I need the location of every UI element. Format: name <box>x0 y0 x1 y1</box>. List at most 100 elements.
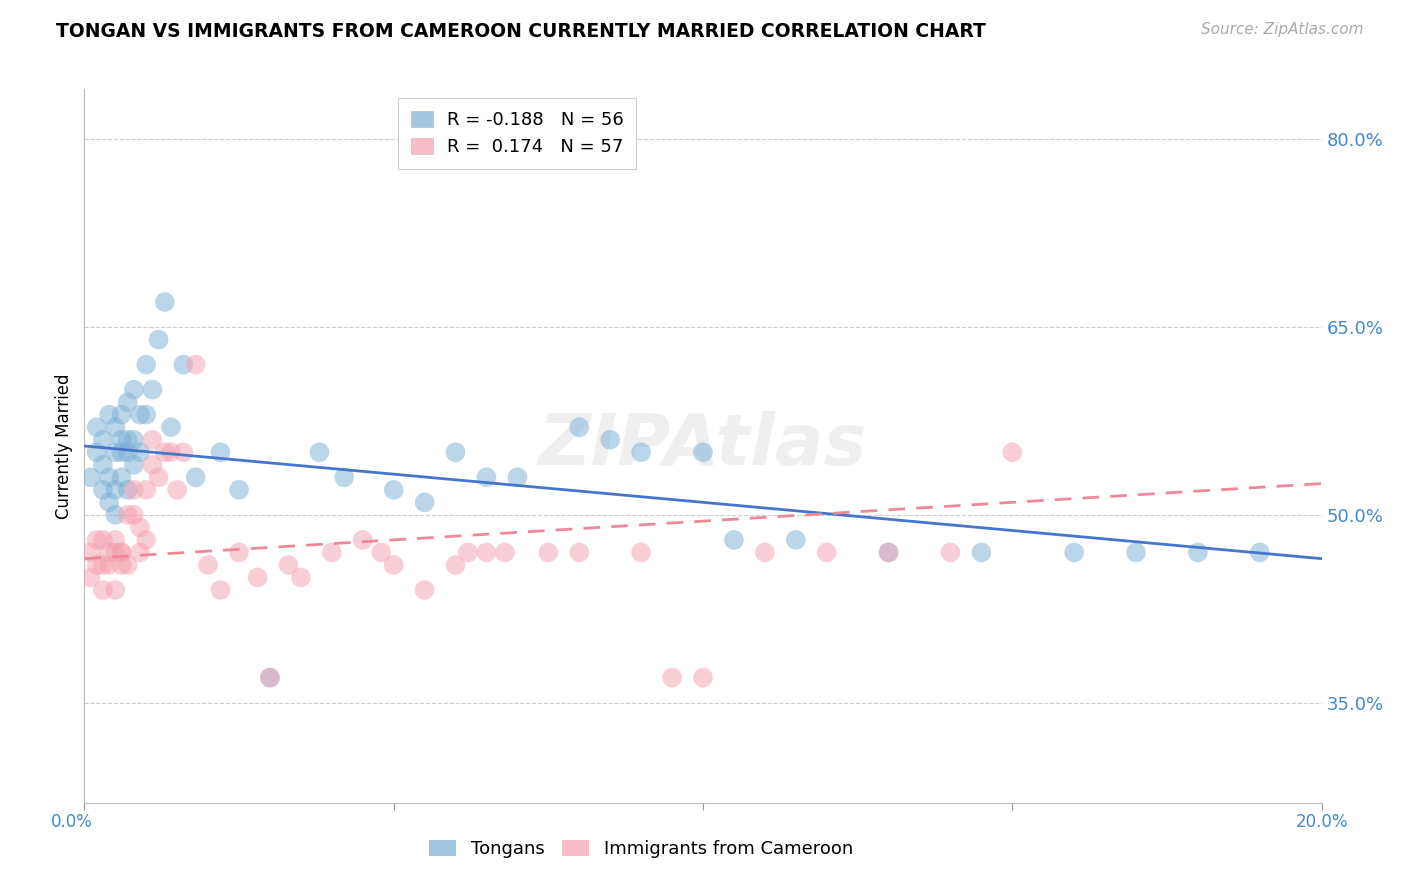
Point <box>475 545 498 559</box>
Point <box>79 545 101 559</box>
Point <box>475 470 498 484</box>
Point <box>122 483 145 497</box>
Point <box>160 420 183 434</box>
Legend: Tongans, Immigrants from Cameroon: Tongans, Immigrants from Cameroon <box>422 832 860 865</box>
Point <box>352 533 374 547</box>
Point <box>104 582 127 597</box>
Point <box>79 470 101 484</box>
Point <box>877 545 900 559</box>
Point <box>630 445 652 459</box>
Point <box>692 445 714 459</box>
Point <box>228 545 250 559</box>
Point <box>370 545 392 559</box>
Point <box>117 433 139 447</box>
Point <box>321 545 343 559</box>
Point <box>110 408 132 422</box>
Point <box>506 470 529 484</box>
Point <box>135 358 157 372</box>
Text: TONGAN VS IMMIGRANTS FROM CAMEROON CURRENTLY MARRIED CORRELATION CHART: TONGAN VS IMMIGRANTS FROM CAMEROON CURRE… <box>56 22 986 41</box>
Point <box>141 433 163 447</box>
Point <box>129 520 152 534</box>
Text: 0.0%: 0.0% <box>51 813 93 830</box>
Point <box>110 545 132 559</box>
Point <box>98 558 121 572</box>
Point <box>333 470 356 484</box>
Point <box>104 508 127 522</box>
Point <box>135 408 157 422</box>
Point <box>129 445 152 459</box>
Point <box>1063 545 1085 559</box>
Point <box>91 533 114 547</box>
Point <box>209 445 232 459</box>
Point <box>91 458 114 472</box>
Point <box>184 358 207 372</box>
Point <box>277 558 299 572</box>
Point <box>129 545 152 559</box>
Point <box>1001 445 1024 459</box>
Point <box>877 545 900 559</box>
Point <box>259 671 281 685</box>
Point <box>122 433 145 447</box>
Point <box>290 570 312 584</box>
Point <box>785 533 807 547</box>
Y-axis label: Currently Married: Currently Married <box>55 373 73 519</box>
Point <box>110 545 132 559</box>
Point <box>970 545 993 559</box>
Point <box>568 420 591 434</box>
Point <box>98 495 121 509</box>
Point <box>86 420 108 434</box>
Point <box>117 558 139 572</box>
Point <box>141 458 163 472</box>
Point <box>939 545 962 559</box>
Point <box>160 445 183 459</box>
Point <box>153 295 176 310</box>
Point <box>259 671 281 685</box>
Point <box>413 495 436 509</box>
Point <box>661 671 683 685</box>
Point <box>444 445 467 459</box>
Point <box>135 483 157 497</box>
Point <box>630 545 652 559</box>
Point <box>117 483 139 497</box>
Point <box>129 408 152 422</box>
Point <box>122 383 145 397</box>
Point <box>110 558 132 572</box>
Point <box>382 483 405 497</box>
Point <box>117 395 139 409</box>
Point <box>104 483 127 497</box>
Point <box>86 558 108 572</box>
Point <box>91 483 114 497</box>
Point <box>815 545 838 559</box>
Text: Source: ZipAtlas.com: Source: ZipAtlas.com <box>1201 22 1364 37</box>
Point <box>153 445 176 459</box>
Point <box>457 545 479 559</box>
Text: 20.0%: 20.0% <box>1295 813 1348 830</box>
Point <box>197 558 219 572</box>
Point <box>172 445 194 459</box>
Point <box>141 383 163 397</box>
Point <box>98 408 121 422</box>
Point <box>754 545 776 559</box>
Point <box>91 558 114 572</box>
Point <box>382 558 405 572</box>
Point <box>79 570 101 584</box>
Point <box>209 582 232 597</box>
Point <box>1249 545 1271 559</box>
Point <box>148 333 170 347</box>
Point <box>104 533 127 547</box>
Point <box>91 582 114 597</box>
Point <box>86 445 108 459</box>
Point <box>172 358 194 372</box>
Point <box>104 545 127 559</box>
Point <box>599 433 621 447</box>
Point <box>117 508 139 522</box>
Point <box>723 533 745 547</box>
Point <box>1187 545 1209 559</box>
Point <box>692 671 714 685</box>
Point <box>122 508 145 522</box>
Point <box>122 458 145 472</box>
Point <box>98 545 121 559</box>
Point <box>537 545 560 559</box>
Point <box>228 483 250 497</box>
Point <box>135 533 157 547</box>
